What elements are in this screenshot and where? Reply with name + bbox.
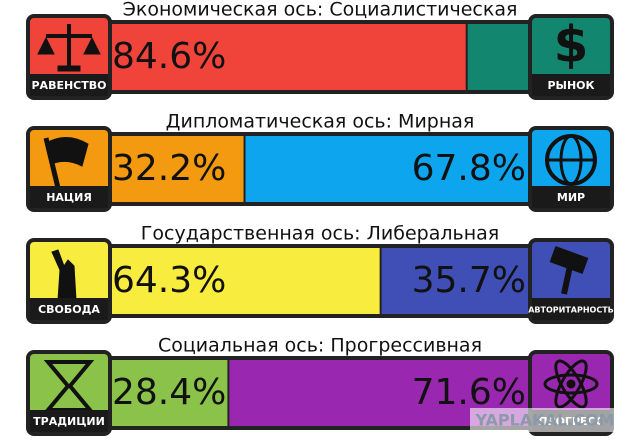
icon-shape xyxy=(549,246,589,274)
icon xyxy=(545,134,597,186)
right-value-label: 67.8% xyxy=(412,148,526,189)
icon-label: НАЦИЯ xyxy=(46,191,92,204)
icon-label-strip xyxy=(532,298,610,320)
icon: $ xyxy=(554,16,589,74)
right-value-label: 35.7% xyxy=(412,260,526,301)
axis-title: Экономическая ось: Социалистическая xyxy=(123,0,518,21)
right-segment xyxy=(244,134,532,204)
axis-title: Социальная ось: Прогрессивная xyxy=(158,335,482,357)
icon-label-strip xyxy=(532,186,610,208)
icon-label: РЫНОК xyxy=(547,79,594,92)
icon xyxy=(543,359,599,409)
left-segment xyxy=(108,246,381,316)
right-segment xyxy=(466,22,532,92)
icon-label-strip xyxy=(30,410,108,432)
icon-shape xyxy=(47,137,89,167)
left-segment xyxy=(108,134,245,204)
icon-shape xyxy=(37,36,101,55)
icon-shape xyxy=(543,373,599,395)
axis-title: Дипломатическая ось: Мирная xyxy=(166,111,475,133)
icon-label: СВОБОДА xyxy=(38,303,100,316)
icon-label: РАВЕНСТВО xyxy=(32,79,107,92)
icon-label-strip xyxy=(532,74,610,96)
icon-shape xyxy=(561,265,573,295)
watermark-bg xyxy=(470,408,620,432)
icon-shape xyxy=(554,359,588,409)
icon xyxy=(51,249,77,301)
icon-label: ТРАДИЦИИ xyxy=(33,415,105,428)
left-value-label: 28.4% xyxy=(112,372,226,413)
icon-label-strip xyxy=(30,74,108,96)
icon-label: МИР xyxy=(557,191,585,204)
right-segment xyxy=(380,246,532,316)
icon-shape: $ xyxy=(554,16,589,74)
watermark: YAPLAKAL.COM xyxy=(474,411,614,430)
left-value-label: 84.6% xyxy=(112,36,226,77)
left-value-label: 32.2% xyxy=(112,148,226,189)
left-segment xyxy=(108,358,229,428)
icon-shape xyxy=(566,379,576,389)
axis-title: Государственная ось: Либеральная xyxy=(141,223,499,245)
icon-shape xyxy=(57,65,81,72)
right-value-label: 71.6% xyxy=(412,372,526,413)
icon-shape xyxy=(51,249,77,301)
icon xyxy=(37,24,101,72)
icon-label-strip xyxy=(30,186,108,208)
icon-shape xyxy=(554,359,588,409)
icon xyxy=(549,246,589,295)
left-value-label: 64.3% xyxy=(112,260,226,301)
left-segment xyxy=(108,22,467,92)
icon xyxy=(43,137,89,189)
icon-label: АВТОРИТАРНОСТЬ xyxy=(528,306,614,315)
icon-label-strip xyxy=(30,298,108,320)
